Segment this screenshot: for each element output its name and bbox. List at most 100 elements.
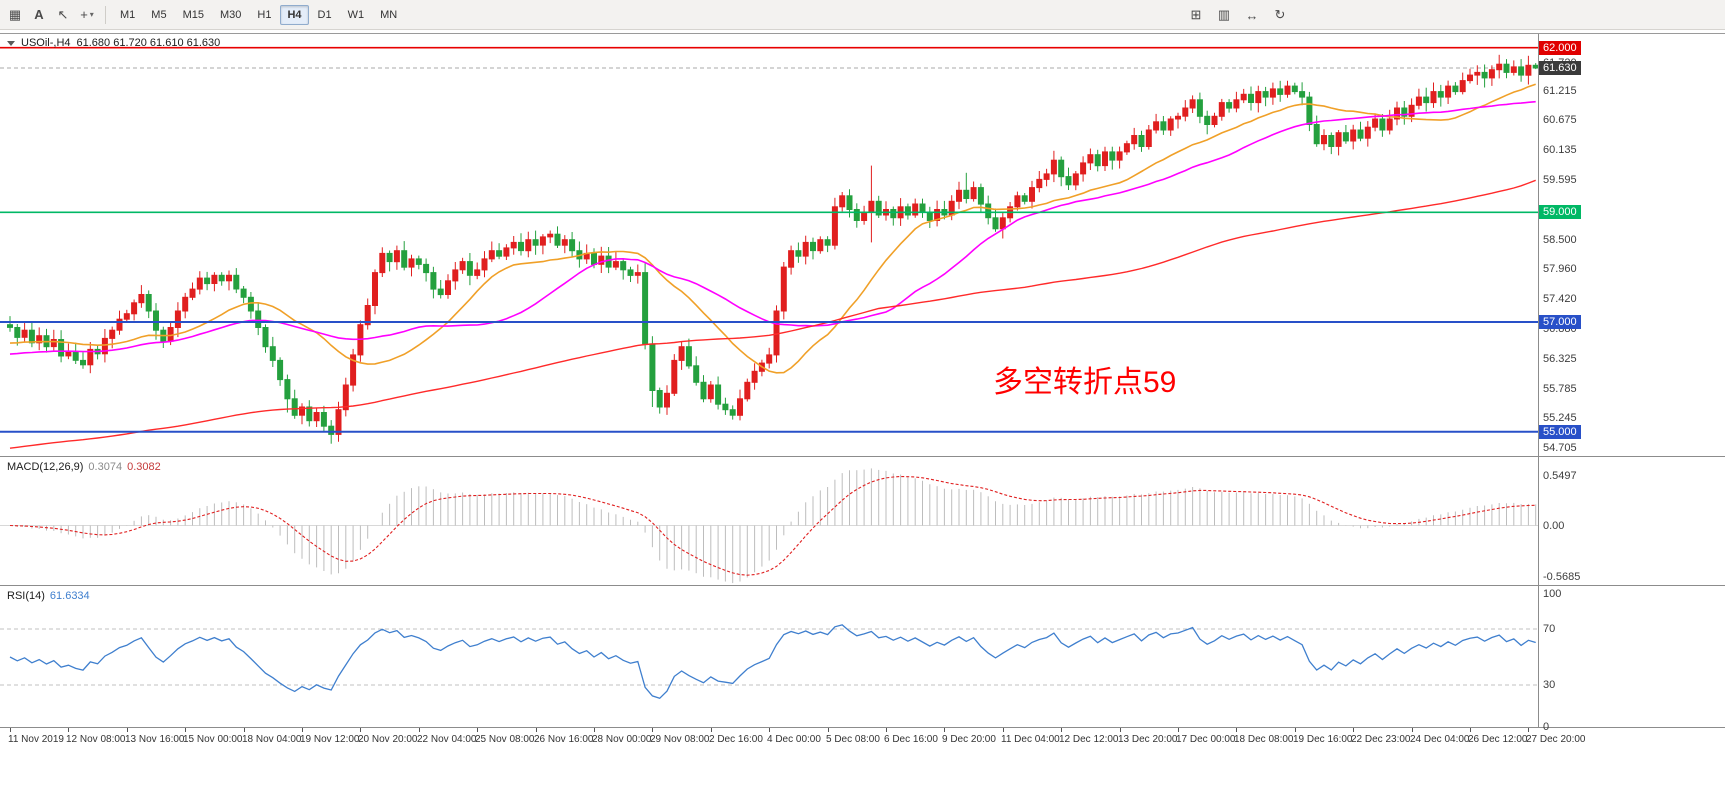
rsi-panel[interactable] [0, 587, 1725, 727]
time-tick [1120, 728, 1121, 732]
time-axis-label: 18 Dec 08:00 [1234, 734, 1294, 745]
time-axis-label: 15 Nov 00:00 [183, 734, 243, 745]
time-axis-label: 9 Dec 20:00 [942, 734, 996, 745]
time-tick [1470, 728, 1471, 732]
time-axis-label: 19 Nov 12:00 [300, 734, 360, 745]
ma-line-34 [9, 100, 1536, 355]
time-axis-label: 20 Nov 20:00 [358, 734, 418, 745]
time-tick [536, 728, 537, 732]
timeframe-M1[interactable]: M1 [113, 5, 142, 25]
time-axis-label: 26 Nov 16:00 [534, 734, 594, 745]
right-tools-group: ⊞ ▥ ↔ ↻ [1185, 4, 1291, 26]
time-tick [1003, 728, 1004, 732]
cursor-tool-icon[interactable]: ↖ [52, 4, 74, 26]
chart-expand-icon [7, 40, 15, 46]
time-axis[interactable]: 11 Nov 2019 12 Nov 08:00 13 Nov 16:00 15 No… [0, 727, 1725, 749]
time-tick [828, 728, 829, 732]
panel-separator[interactable] [0, 456, 1725, 457]
time-axis-label: 11 Dec 04:00 [1001, 734, 1060, 745]
time-tick [1528, 728, 1529, 732]
crosshair-tool-icon[interactable]: + ▾ [76, 4, 98, 26]
chevron-down-icon: ▾ [89, 10, 94, 19]
time-axis-label: 24 Dec 04:00 [1410, 734, 1470, 745]
chart-symbol: USOil-,H4 [21, 37, 71, 49]
templates-tool-icon[interactable]: ▥ [1213, 4, 1235, 26]
rsi-name: RSI(14) [7, 590, 45, 602]
time-tick [1412, 728, 1413, 732]
chart-shift-tool-icon[interactable]: ↔ [1241, 4, 1263, 26]
ma-line-20 [9, 83, 1536, 374]
time-axis-label: 4 Dec 00:00 [767, 734, 821, 745]
time-tick [10, 728, 11, 732]
time-axis-label: 26 Dec 12:00 [1468, 734, 1528, 745]
time-tick [477, 728, 478, 732]
time-axis-label: 12 Nov 08:00 [66, 734, 126, 745]
time-tick [68, 728, 69, 732]
text-tool-a-icon[interactable]: A [28, 4, 50, 26]
time-axis-label: 2 Dec 16:00 [709, 734, 763, 745]
time-axis-label: 27 Dec 20:00 [1526, 734, 1586, 745]
macd-label: MACD(12,26,9) 0.3074 0.3082 [7, 461, 161, 473]
chart-window-border [0, 33, 1725, 34]
timeframe-W1[interactable]: W1 [341, 5, 372, 25]
top-toolbar: ▦ A ↖ + ▾ M1 M5 M15 M30 H1 H4 D1 W1 MN ⊞ ▥ ↔ ↻ [0, 0, 1725, 30]
time-tick [594, 728, 595, 732]
time-axis-label: 5 Dec 08:00 [826, 734, 880, 745]
time-tick [652, 728, 653, 732]
market-grid-tool-icon[interactable]: ▦ [4, 4, 26, 26]
timeframe-M15[interactable]: M15 [176, 5, 211, 25]
ma-line-120 [9, 179, 1536, 449]
time-tick [1353, 728, 1354, 732]
chart-tools-group: ▦ A ↖ + ▾ [4, 4, 98, 26]
rsi-label: RSI(14) 61.6334 [7, 590, 90, 602]
time-tick [1236, 728, 1237, 732]
macd-panel[interactable] [0, 458, 1725, 584]
macd-main-value: 0.3074 [88, 461, 123, 473]
rsi-line [9, 624, 1536, 700]
time-axis-label: 22 Dec 23:00 [1351, 734, 1411, 745]
macd-signal-value: 0.3082 [127, 461, 161, 473]
chart-ohlc: 61.680 61.720 61.610 61.630 [76, 37, 221, 49]
time-axis-label: 13 Dec 20:00 [1118, 734, 1178, 745]
time-tick [769, 728, 770, 732]
time-tick [244, 728, 245, 732]
toolbar-separator [105, 5, 106, 24]
time-tick [886, 728, 887, 732]
time-axis-label: 18 Nov 04:00 [242, 734, 302, 745]
price-axis-line [1538, 34, 1539, 727]
time-axis-label: 11 Nov 2019 [8, 734, 64, 745]
time-axis-label: 6 Dec 16:00 [884, 734, 938, 745]
timeframe-D1[interactable]: D1 [311, 5, 339, 25]
time-tick [1295, 728, 1296, 732]
time-axis-label: 28 Nov 00:00 [592, 734, 652, 745]
rsi-value: 61.6334 [49, 590, 90, 602]
panel-separator[interactable] [0, 585, 1725, 586]
time-tick [419, 728, 420, 732]
timeframe-H1[interactable]: H1 [250, 5, 278, 25]
time-axis-label: 17 Dec 00:00 [1176, 734, 1236, 745]
time-axis-label: 19 Dec 16:00 [1293, 734, 1353, 745]
timeframe-group: M1 M5 M15 M30 H1 H4 D1 W1 MN [113, 4, 404, 25]
time-axis-label: 22 Nov 04:00 [417, 734, 477, 745]
timeframe-M30[interactable]: M30 [213, 5, 248, 25]
timeframe-MN[interactable]: MN [373, 5, 404, 25]
timeframe-H4[interactable]: H4 [280, 4, 309, 25]
chart-annotation: 多空转折点59 [993, 366, 1177, 399]
time-tick [185, 728, 186, 732]
time-tick [711, 728, 712, 732]
chart-title: USOil-,H4 61.680 61.720 61.610 61.630 [7, 37, 220, 49]
time-axis-label: 29 Nov 08:00 [650, 734, 710, 745]
macd-signal-line [9, 475, 1536, 576]
time-tick [127, 728, 128, 732]
time-tick [302, 728, 303, 732]
time-axis-label: 12 Dec 12:00 [1059, 734, 1119, 745]
macd-name: MACD(12,26,9) [7, 461, 84, 473]
main-chart[interactable] [0, 34, 1725, 458]
time-tick [360, 728, 361, 732]
candles [7, 54, 1539, 444]
refresh-tool-icon[interactable]: ↻ [1269, 4, 1291, 26]
new-chart-tool-icon[interactable]: ⊞ [1185, 4, 1207, 26]
time-tick [1178, 728, 1179, 732]
time-tick [1061, 728, 1062, 732]
timeframe-M5[interactable]: M5 [144, 5, 173, 25]
